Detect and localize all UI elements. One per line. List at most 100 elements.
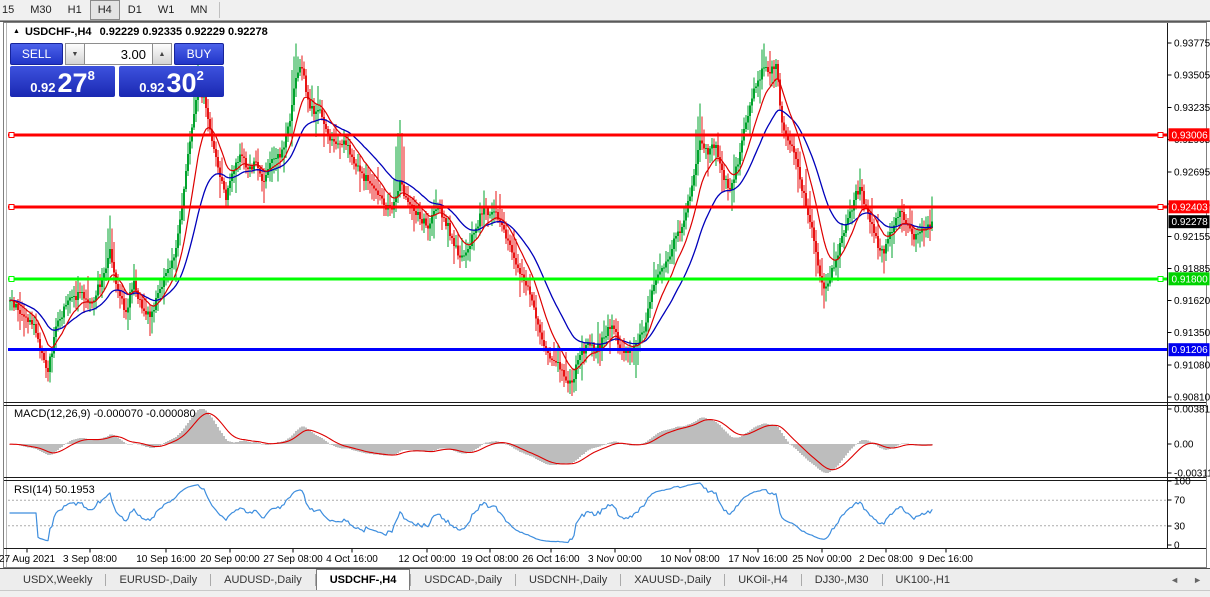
- chart-tab-usdcnh-daily[interactable]: USDCNH-,Daily: [528, 573, 608, 586]
- chart-window-frame: [0, 21, 1210, 568]
- tab-scroll-right-icon[interactable]: ►: [1193, 574, 1202, 585]
- sell-price-sup: 8: [87, 68, 95, 83]
- timeframe-button-h4[interactable]: H4: [89, 0, 120, 20]
- time-tick-label: 26 Oct 16:00: [522, 554, 580, 565]
- price-badge-93006: 0.93006: [1168, 128, 1210, 142]
- rsi-line: [9, 482, 933, 544]
- price-badge-91206: 0.91206: [1168, 343, 1210, 357]
- chart-tab-audusd-daily[interactable]: AUDUSD-,Daily: [224, 573, 302, 586]
- sell-button[interactable]: SELL: [10, 43, 63, 65]
- timeframe-button-d1[interactable]: D1: [127, 4, 142, 16]
- price-tick-label: 0.92155: [1174, 232, 1210, 243]
- time-tick-label: 27 Sep 08:00: [263, 554, 323, 565]
- chart-tab-usdcad-daily[interactable]: USDCAD-,Daily: [424, 573, 502, 586]
- timeframe-button-mn[interactable]: MN: [190, 4, 208, 16]
- svg-text:0.93006: 0.93006: [1172, 130, 1209, 141]
- price-axis[interactable]: 0.937750.935050.932350.929650.926950.924…: [1167, 39, 1210, 552]
- time-tick-label: 19 Oct 08:00: [461, 554, 519, 565]
- macd-indicator-label: MACD(12,26,9) -0.000070 -0.000080: [14, 408, 196, 420]
- buy-button[interactable]: BUY: [174, 43, 224, 65]
- tab-divider: [881, 573, 883, 586]
- chart-tab-dj30-m30[interactable]: DJ30-,M30: [814, 573, 869, 586]
- price-tick-label: 0.90810: [1174, 393, 1210, 404]
- chart-tab-ukoil-h4[interactable]: UKOil-,H4: [738, 573, 788, 586]
- line-handle[interactable]: [8, 275, 15, 282]
- macd-axis-label: 0.003811: [1174, 405, 1210, 416]
- chevron-down-icon: ▼: [71, 50, 79, 58]
- tab-divider: [410, 573, 412, 586]
- chart-title: ▲ USDCHF-,H4 0.92229 0.92335 0.92229 0.9…: [13, 26, 268, 38]
- time-tick-label: 27 Aug 2021: [0, 554, 56, 565]
- price-tick-label: 0.91620: [1174, 296, 1210, 307]
- tab-divider: [105, 573, 107, 586]
- macd-axis-label: 0.00: [1174, 440, 1194, 451]
- tab-divider: [514, 573, 516, 586]
- buy-price-prefix: 0.92: [139, 80, 165, 95]
- ma-fast-line: [9, 78, 933, 371]
- line-handle[interactable]: [1157, 275, 1164, 282]
- price-tick-label: 0.91350: [1174, 328, 1210, 339]
- line-handle[interactable]: [8, 203, 15, 210]
- price-tick-label: 0.93235: [1174, 103, 1210, 114]
- time-tick-label: 25 Nov 00:00: [792, 554, 852, 565]
- sell-price-big: 27: [57, 68, 88, 98]
- trade-panel-collapse-icon[interactable]: ▲: [13, 27, 20, 35]
- svg-text:0.92278: 0.92278: [1172, 217, 1209, 228]
- time-tick-label: 12 Oct 00:00: [398, 554, 456, 565]
- one-click-trading-panel: SELL ▼ 3.00 ▲ BUY 0.92 27 8 0.92 30 2: [10, 43, 224, 97]
- chart-symbol-timeframe: USDCHF-,H4: [24, 26, 92, 38]
- rsi-axis-label: 70: [1174, 496, 1186, 507]
- svg-text:0.92403: 0.92403: [1172, 202, 1209, 213]
- chart-tab-xauusd-daily[interactable]: XAUUSD-,Daily: [634, 573, 712, 586]
- rsi-panel: [8, 482, 1167, 544]
- tab-divider: [210, 573, 212, 586]
- chart-tab-usdchf-h4[interactable]: USDCHF-,H4: [315, 569, 411, 590]
- tab-divider: [724, 573, 726, 586]
- chart-tab-eurusd-daily[interactable]: EURUSD-,Daily: [119, 573, 198, 586]
- time-tick-label: 2 Dec 08:00: [859, 554, 913, 565]
- price-tick-label: 0.93775: [1174, 39, 1210, 50]
- chart-tab-uk100-h1[interactable]: UK100-,H1: [895, 573, 950, 586]
- chart-ohlc-values: 0.92229 0.92335 0.92229 0.92278: [99, 26, 268, 38]
- buy-price-big: 30: [166, 68, 197, 98]
- price-badge-91800: 0.91800: [1168, 272, 1210, 286]
- sell-price-panel[interactable]: 0.92 27 8: [10, 66, 115, 97]
- time-axis[interactable]: 27 Aug 2021 3 Sep 08:00 10 Sep 16:00 20 Sep…: [0, 549, 973, 565]
- timeframe-button-15[interactable]: 15: [2, 4, 15, 16]
- buy-price-sup: 2: [196, 68, 204, 83]
- rsi-axis-label: 100: [1174, 477, 1191, 488]
- timeframe-button-w1[interactable]: W1: [157, 4, 175, 16]
- line-handle[interactable]: [1157, 131, 1164, 138]
- macd-histogram: [9, 409, 933, 473]
- time-tick-label: 3 Sep 08:00: [63, 554, 117, 565]
- timeframe-button-h1[interactable]: H1: [67, 4, 82, 16]
- line-handle[interactable]: [1157, 203, 1164, 210]
- time-tick-label: 10 Sep 16:00: [136, 554, 196, 565]
- svg-text:0.91206: 0.91206: [1172, 345, 1209, 356]
- rsi-indicator-label: RSI(14) 50.1953: [14, 484, 95, 496]
- tab-divider: [314, 573, 316, 586]
- time-tick-label: 17 Nov 16:00: [728, 554, 788, 565]
- ma-slow-line: [9, 109, 933, 345]
- line-handle[interactable]: [8, 131, 15, 138]
- timeframe-button-m30[interactable]: M30: [30, 4, 52, 16]
- tab-divider: [620, 573, 622, 586]
- chart-tab-usdx-weekly[interactable]: USDX,Weekly: [23, 573, 93, 586]
- time-tick-label: 10 Nov 08:00: [660, 554, 720, 565]
- tab-divider: [800, 573, 802, 586]
- buy-price-panel[interactable]: 0.92 30 2: [119, 66, 224, 97]
- price-tick-label: 0.91885: [1174, 264, 1210, 275]
- chevron-up-icon: ▲: [158, 50, 166, 58]
- tab-scroll-left-icon[interactable]: ◄: [1170, 574, 1180, 585]
- volume-input[interactable]: 3.00: [85, 43, 152, 65]
- macd-signal-line: [9, 412, 933, 471]
- timeframe-toolbar: 15 M30 H1 H4 D1 W1 MN: [0, 0, 1210, 21]
- time-tick-label: 4 Oct 16:00: [326, 554, 378, 565]
- price-badge-92403: 0.92403: [1168, 200, 1210, 214]
- volume-decrease-button[interactable]: ▼: [65, 43, 85, 65]
- price-tick-label: 0.92695: [1174, 167, 1210, 178]
- price-badge-92278: 0.92278: [1168, 215, 1210, 229]
- volume-increase-button[interactable]: ▲: [152, 43, 172, 65]
- chart-tab-bar: USDX,Weekly EURUSD-,Daily AUDUSD-,Daily USD…: [0, 568, 1210, 597]
